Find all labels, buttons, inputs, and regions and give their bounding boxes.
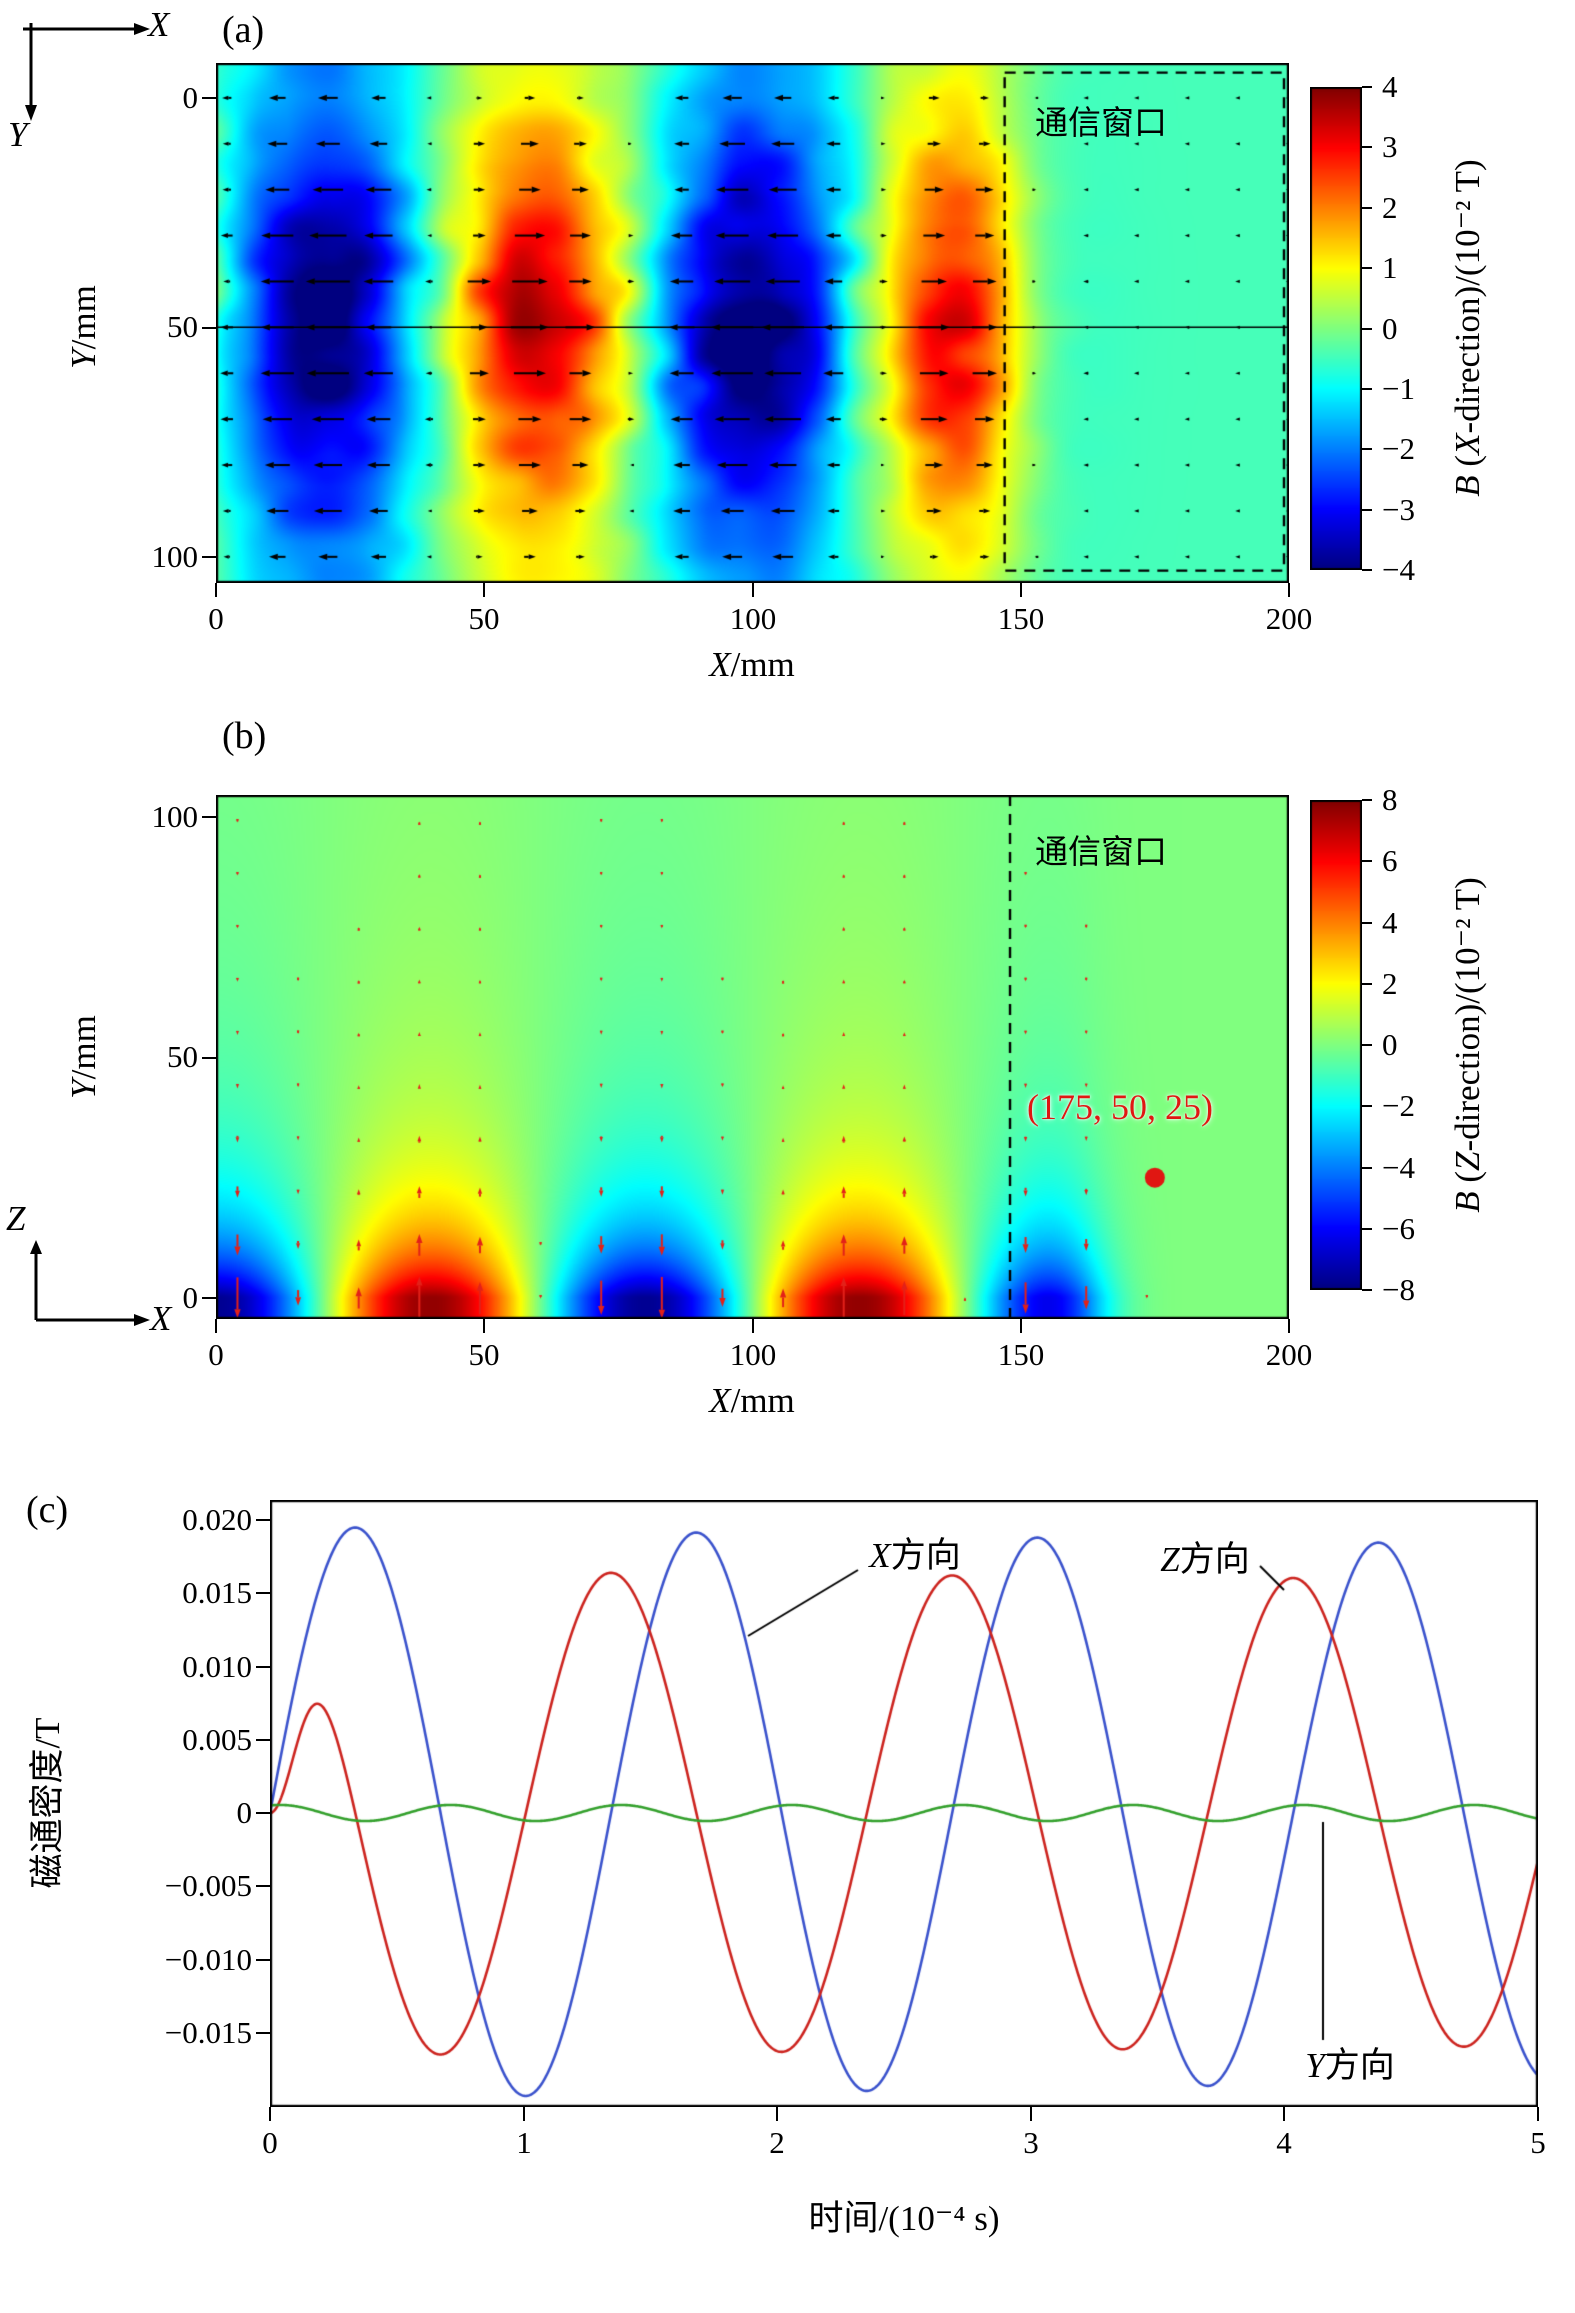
panel-b-x-tick-label: 150 — [997, 1337, 1045, 1372]
panel-b-y-tick-label: 100 — [151, 799, 199, 834]
panel-c-x-tick-label: 3 — [1023, 2125, 1039, 2160]
panel-a-colorbar-tick: −3 — [1382, 492, 1415, 527]
axis-unit: /mm — [730, 645, 795, 684]
panel-b-heatmap-canvas — [216, 795, 1289, 1319]
panel-b-colorbar-tick: 8 — [1382, 782, 1398, 817]
panel-b-y-axis-label: Y/mm — [63, 1015, 104, 1099]
annotation-text: 方向 — [1324, 2045, 1395, 2085]
panel-a-y-tick-label: 100 — [151, 539, 199, 574]
panel-a-colorbar-tick: 2 — [1382, 190, 1398, 225]
axis-unit: /mm — [63, 285, 103, 350]
math-var: Z — [1447, 1151, 1487, 1171]
panel-c-series-x-annotation: X方向 — [869, 1535, 961, 1576]
label-text: -direction)/(10⁻² T) — [1447, 159, 1487, 434]
panel-c-y-tick-label: 0.020 — [182, 1502, 252, 1537]
panel-c-y-tick-label: 0 — [236, 1795, 253, 1830]
zx-icon-z-label: Z — [6, 1199, 26, 1238]
panel-a-colorbar-tick: −1 — [1382, 371, 1415, 406]
panel-c-x-tick-label: 2 — [769, 2125, 785, 2160]
panel-b-x-tick-label: 200 — [1265, 1337, 1313, 1372]
panel-b-colorbar-tick: −8 — [1382, 1272, 1415, 1307]
panel-a-colorbar-tick: −2 — [1382, 431, 1415, 466]
zx-icon-x-label: X — [150, 1299, 172, 1338]
xy-axes-icon — [23, 23, 150, 121]
panel-a-y-tick-label: 0 — [182, 80, 199, 115]
panel-c-series-z-annotation: Z方向 — [1160, 1539, 1250, 1580]
panel-b-y-tick-label: 0 — [182, 1280, 199, 1315]
panel-b-x-axis-label: X/mm — [709, 1381, 795, 1421]
panel-c-y-tick-label: −0.015 — [164, 2015, 252, 2050]
panel-a-colorbar — [1310, 87, 1362, 570]
panel-a-colorbar-label: B (X-direction)/(10⁻² T) — [1447, 159, 1488, 497]
panel-b-point-coordinates-label: (175, 50, 25) — [1027, 1087, 1213, 1128]
panel-b-colorbar-tick: −6 — [1382, 1211, 1415, 1246]
panel-b-x-tick-label: 100 — [729, 1337, 777, 1372]
panel-b-colorbar-tick: 6 — [1382, 843, 1398, 878]
panel-c-label: (c) — [26, 1489, 69, 1531]
math-var: X — [1447, 433, 1487, 455]
math-var: Y — [63, 1079, 103, 1099]
panel-a-y-tick-label: 50 — [167, 309, 198, 344]
panel-c-y-tick-label: 0.010 — [182, 1649, 252, 1684]
axis-unit: /mm — [63, 1015, 103, 1080]
math-var: X — [869, 1535, 891, 1575]
axis-unit: /mm — [730, 1381, 795, 1420]
panel-b-colorbar-tick: 4 — [1382, 905, 1398, 940]
math-var: Y — [1305, 2045, 1325, 2085]
annotation-text: 方向 — [1179, 1539, 1250, 1579]
math-var: X — [709, 645, 731, 684]
panel-a-x-tick-label: 50 — [468, 601, 500, 636]
panel-c-x-tick-label: 0 — [262, 2125, 278, 2160]
math-var: B — [1447, 1191, 1487, 1213]
panel-c-x-tick-label: 1 — [516, 2125, 532, 2160]
math-var: B — [1447, 475, 1487, 497]
panel-b-colorbar-label: B (Z-direction)/(10⁻² T) — [1447, 877, 1488, 1213]
panel-b-label: (b) — [222, 715, 267, 757]
panel-b-colorbar-tick: −4 — [1382, 1150, 1415, 1185]
panel-c-line-chart-canvas — [270, 1500, 1538, 2107]
panel-a-colorbar-tick: 1 — [1382, 250, 1398, 285]
panel-b-x-tick-label: 0 — [208, 1337, 224, 1372]
math-var: Y — [63, 349, 103, 369]
panel-c-x-tick-label: 4 — [1276, 2125, 1292, 2160]
panel-a-x-tick-label: 150 — [997, 601, 1045, 636]
panel-a-colorbar-tick: 3 — [1382, 129, 1398, 164]
panel-c-y-tick-label: 0.005 — [182, 1722, 252, 1757]
xy-icon-y-label: Y — [8, 115, 28, 154]
xy-icon-x-label: X — [148, 5, 170, 44]
panel-c-y-axis-label: 磁通密度/T — [27, 1717, 67, 1889]
panel-b-colorbar-tick: 2 — [1382, 966, 1398, 1001]
zx-axes-icon — [30, 1240, 150, 1326]
panel-b-colorbar-tick: −2 — [1382, 1088, 1415, 1123]
panel-b-y-tick-label: 50 — [167, 1039, 198, 1074]
label-text: ( — [1447, 454, 1487, 476]
panel-b-window-label: 通信窗口 — [1035, 834, 1167, 871]
panel-a-x-tick-label: 0 — [208, 601, 224, 636]
panel-b-colorbar — [1310, 800, 1362, 1290]
annotation-text: 方向 — [890, 1535, 961, 1575]
panel-c-series-y-annotation: Y方向 — [1305, 2045, 1395, 2086]
label-text: ( — [1447, 1170, 1487, 1192]
panel-c-x-tick-label: 5 — [1530, 2125, 1546, 2160]
panel-c-y-tick-label: −0.005 — [164, 1868, 252, 1903]
math-var: X — [709, 1381, 731, 1420]
panel-c-y-tick-label: −0.010 — [164, 1942, 252, 1977]
panel-a-label: (a) — [222, 9, 265, 51]
panel-a-window-label: 通信窗口 — [1035, 105, 1167, 142]
panel-a-x-tick-label: 100 — [729, 601, 777, 636]
panel-a-colorbar-tick: 4 — [1382, 69, 1398, 104]
panel-b-x-tick-label: 50 — [468, 1337, 500, 1372]
panel-a-x-tick-label: 200 — [1265, 601, 1313, 636]
panel-a-x-axis-label: X/mm — [709, 645, 795, 685]
panel-c-x-axis-label: 时间/(10⁻⁴ s) — [808, 2199, 1000, 2238]
panel-a-colorbar-tick: −4 — [1382, 552, 1415, 587]
panel-a-heatmap-canvas — [216, 63, 1289, 583]
panel-b-colorbar-tick: 0 — [1382, 1027, 1398, 1062]
panel-c-y-tick-label: 0.015 — [182, 1575, 252, 1610]
panel-a-colorbar-tick: 0 — [1382, 311, 1398, 346]
panel-a-y-axis-label: Y/mm — [63, 285, 104, 369]
label-text: -direction)/(10⁻² T) — [1447, 877, 1487, 1152]
math-var: Z — [1160, 1539, 1180, 1579]
